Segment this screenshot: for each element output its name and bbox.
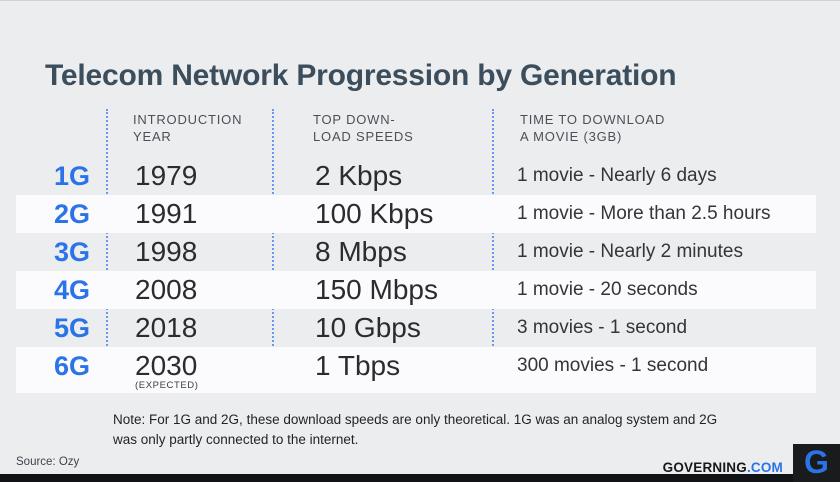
footnote: Note: For 1G and 2G, these download spee… xyxy=(113,410,753,449)
year-value: 1991 xyxy=(135,198,198,229)
brand-tld: .COM xyxy=(746,460,783,475)
speed-value: 2 Kbps xyxy=(315,160,403,191)
generation-label: 2G xyxy=(53,199,90,229)
page-title: Telecom Network Progression by Generatio… xyxy=(45,59,677,93)
year-value: 2008 xyxy=(135,274,198,305)
column-separator xyxy=(492,109,494,381)
source-credit: Source: Ozy xyxy=(16,456,80,468)
table-row: 1G 1979 2 Kbps 1 movie - Nearly 6 days xyxy=(16,157,816,195)
speed-value: 150 Mbps xyxy=(315,274,438,305)
generation-label: 1G xyxy=(53,161,90,191)
generation-label: 6G xyxy=(53,351,90,381)
governing-logo: G xyxy=(793,444,840,482)
footnote-line: was only partly connected to the interne… xyxy=(113,431,359,447)
speed-value: 10 Gbps xyxy=(315,312,421,343)
logo-letter-g-icon: G xyxy=(804,444,829,480)
movie-time-value: 300 movies - 1 second xyxy=(517,355,709,376)
movie-time-value: 1 movie - 20 seconds xyxy=(517,279,698,300)
column-header-line: A MOVIE (3GB) xyxy=(520,128,623,144)
speed-value: 100 Kbps xyxy=(315,198,434,229)
table-row: 2G 1991 100 Kbps 1 movie - More than 2.5… xyxy=(16,195,816,233)
brand-wordmark: GOVERNING.COM xyxy=(663,460,783,475)
generation-label: 5G xyxy=(53,313,90,343)
generation-label: 3G xyxy=(53,237,90,267)
movie-time-value: 1 movie - Nearly 2 minutes xyxy=(517,241,743,262)
movie-time-value: 3 movies - 1 second xyxy=(517,317,688,338)
year-value: 2018 xyxy=(135,312,198,343)
speed-value: 8 Mbps xyxy=(315,236,407,267)
speed-value: 1 Tbps xyxy=(315,350,401,381)
column-header-time-to-download: TIME TO DOWNLOAD A MOVIE (3GB) xyxy=(520,112,665,146)
brand-name: GOVERNING xyxy=(662,460,747,475)
column-header-line: YEAR xyxy=(133,128,172,144)
table-row: 4G 2008 150 Mbps 1 movie - 20 seconds xyxy=(16,271,816,309)
movie-time-value: 1 movie - Nearly 6 days xyxy=(517,165,717,186)
column-separator xyxy=(106,109,108,381)
column-header-introduction-year: INTRODUCTION YEAR xyxy=(133,112,242,146)
table-row: 6G 2030 (EXPECTED) 1 Tbps 300 movies - 1… xyxy=(16,347,816,393)
footnote-line: Note: For 1G and 2G, these download spee… xyxy=(113,412,718,427)
year-expected-note: (EXPECTED) xyxy=(135,380,199,391)
year-value: 1998 xyxy=(135,236,198,267)
column-header-top-download-speeds: TOP DOWN- LOAD SPEEDS xyxy=(313,112,414,146)
table-row: 5G 2018 10 Gbps 3 movies - 1 second xyxy=(16,309,816,347)
bottom-bar xyxy=(0,474,840,482)
table-row: 3G 1998 8 Mbps 1 movie - Nearly 2 minute… xyxy=(16,233,816,271)
movie-time-value: 1 movie - More than 2.5 hours xyxy=(517,203,771,224)
column-header-line: INTRODUCTION xyxy=(133,112,243,127)
year-value: 1979 xyxy=(135,160,198,191)
column-header-line: TOP DOWN- xyxy=(313,112,396,127)
generation-label: 4G xyxy=(53,275,90,305)
column-header-line: LOAD SPEEDS xyxy=(313,128,414,144)
column-separator xyxy=(272,109,274,381)
year-value: 2030 xyxy=(135,350,198,381)
column-header-line: TIME TO DOWNLOAD xyxy=(520,112,666,127)
